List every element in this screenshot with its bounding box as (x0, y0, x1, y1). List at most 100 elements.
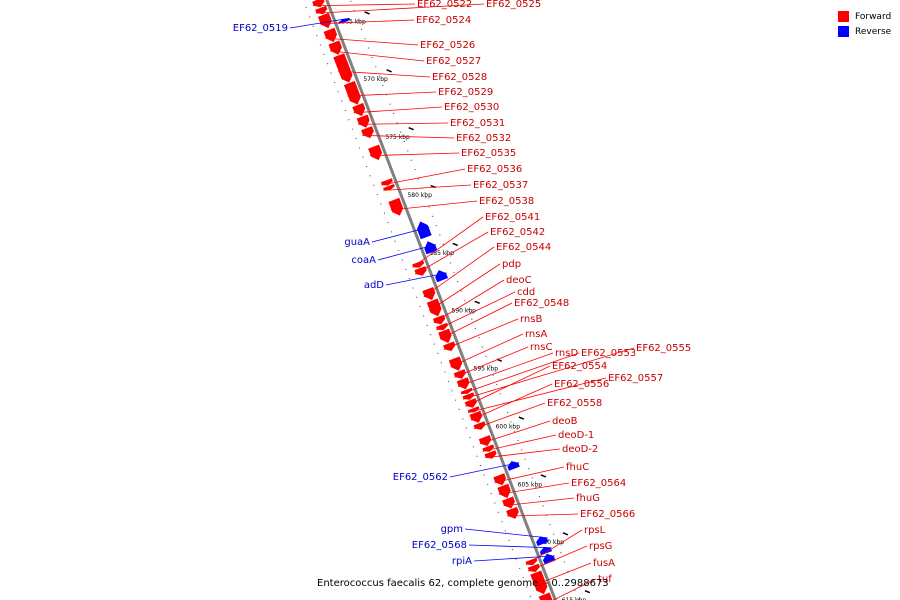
reverse-gene-label: EF62_0568 (412, 540, 467, 551)
reverse-gene-label: EF62_0562 (393, 472, 448, 483)
forward-gene-label: rnsD (555, 348, 578, 359)
label-leader (450, 333, 524, 368)
label-leader (494, 466, 565, 483)
label-leader (457, 352, 554, 387)
label-leader (485, 448, 561, 459)
tick-mark (452, 242, 458, 247)
forward-gene-EF62_0553 (460, 387, 473, 395)
legend: Forward Reverse (838, 9, 891, 39)
forward-gene-EF62_0528 (333, 53, 353, 83)
tick-label: 590 kbp (452, 308, 477, 315)
label-leader (347, 91, 437, 97)
forward-gene-label: deoD-2 (562, 444, 598, 455)
tick-label: 600 kbp (496, 423, 521, 430)
forward-gene-label: EF62_0558 (547, 398, 602, 409)
forward-gene-EF62_0532 (361, 126, 374, 139)
label-leader (507, 513, 579, 517)
label-leader (449, 462, 520, 478)
tick-label: 615 kbp (562, 597, 587, 600)
label-leader (353, 106, 443, 114)
forward-gene-EF62_0529 (343, 80, 361, 105)
forward-gene-EF62_0535 (368, 144, 383, 161)
label-leader (289, 17, 350, 29)
forward-gene-EF62_0526 (323, 27, 338, 42)
label-leader (460, 352, 580, 395)
reverse-gene-label: adD (364, 280, 384, 291)
forward-gene-label: rpsL (584, 525, 606, 536)
label-leader (439, 302, 513, 340)
forward-gene-EF62_0556 (469, 410, 483, 423)
tick-label: 585 kbp (429, 250, 454, 257)
forward-gene-label: EF62_0566 (580, 509, 635, 520)
forward-gene-label: tuf (598, 574, 612, 585)
label-leader (443, 318, 519, 350)
label-leader (552, 578, 597, 600)
tick-mark (408, 127, 414, 131)
label-leader (362, 134, 455, 139)
forward-gene-label: EF62_0526 (420, 40, 475, 51)
label-leader (465, 365, 551, 407)
forward-gene-fhuC (493, 473, 507, 486)
forward-gene-label: EF62_0542 (490, 227, 545, 238)
forward-gene-label: deoB (552, 416, 578, 427)
label-leader (412, 216, 484, 268)
forward-gene-label: rnsB (520, 314, 542, 325)
gene-labels: EF62_0522 EF62_0525 EF62_0524 EF62_0526 EF62… (233, 0, 691, 600)
tick-mark (518, 416, 525, 420)
forward-gene-label: deoD-1 (558, 430, 594, 441)
forward-gene-label: EF62_0554 (552, 361, 607, 372)
forward-gene-label: rnsA (525, 329, 547, 340)
forward-gene-fusA (530, 570, 548, 595)
tick-mark (540, 474, 547, 478)
forward-gene-EF62_0555 (462, 392, 475, 400)
tick-label: 610 kbp (540, 539, 565, 546)
tick-mark (562, 532, 569, 536)
label-leader (358, 122, 449, 125)
forward-gene-label: EF62_0530 (444, 102, 499, 113)
tick-label: 580 kbp (407, 192, 432, 199)
label-leader (381, 168, 466, 186)
forward-gene-EF62_0548 (438, 328, 452, 344)
dotted-guide (302, 0, 533, 600)
forward-gene-label: EF62_0538 (479, 196, 534, 207)
legend-forward-label: Forward (855, 11, 892, 22)
label-leader (315, 3, 485, 14)
forward-gene-label: EF62_0548 (514, 298, 569, 309)
label-leader (464, 528, 548, 539)
label-leader (482, 434, 557, 452)
legend-reverse: Reverse (838, 24, 891, 39)
label-leader (319, 19, 415, 25)
forward-gene-EF62_0531 (356, 114, 370, 128)
label-leader (479, 420, 551, 445)
forward-gene-label: deoC (506, 275, 532, 286)
forward-gene-label: EF62_0564 (571, 478, 626, 489)
forward-gene-EF62_0527 (328, 40, 342, 55)
label-leader (377, 244, 437, 261)
tick-mark (584, 589, 591, 594)
label-leader (433, 279, 505, 324)
label-leader (525, 529, 583, 566)
reverse-gene-label: rpiA (452, 556, 472, 567)
label-leader (330, 50, 425, 62)
label-leader (454, 346, 529, 378)
forward-gene-label: EF62_0524 (416, 15, 471, 26)
forward-gene-label: EF62_0557 (608, 373, 663, 384)
forward-gene-fhuG (502, 496, 515, 509)
label-leader (390, 200, 478, 211)
forward-gene-label: EF62_0531 (450, 118, 505, 129)
tick-label: 565 kbp (341, 18, 366, 25)
label-leader (468, 544, 552, 549)
label-leader (383, 184, 472, 191)
forward-gene-label: fusA (593, 558, 615, 569)
label-leader (503, 497, 575, 507)
forward-gene-label: EF62_0553 (581, 348, 636, 359)
reverse-gene-label: guaA (344, 237, 370, 248)
tick-mark (474, 300, 481, 305)
tick-mark (386, 69, 392, 73)
forward-gene-label: EF62_0529 (438, 87, 493, 98)
reverse-gene-label: gpm (441, 524, 463, 535)
label-leader (423, 246, 495, 298)
label-leader (470, 383, 553, 421)
forward-gene-label: EF62_0522 (417, 0, 472, 10)
reverse-gene-label: coaA (351, 255, 376, 266)
